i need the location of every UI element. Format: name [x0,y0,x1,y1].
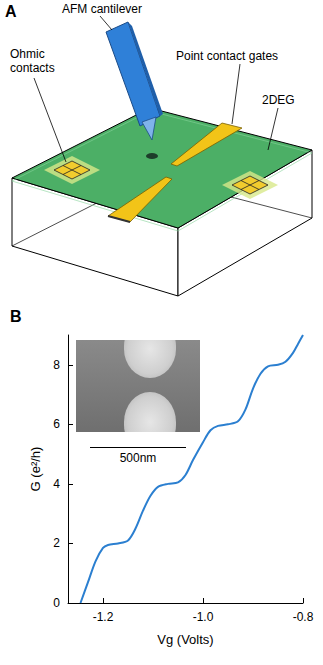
svg-text:8: 8 [53,358,60,372]
svg-text:2: 2 [53,536,60,550]
svg-text:2DEG: 2DEG [262,93,295,107]
svg-text:-1.0: -1.0 [193,610,214,624]
html-text:500nm: 500nm [119,451,157,465]
svg-text:contacts: contacts [10,61,55,75]
svg-text:-0.8: -0.8 [293,610,314,624]
svg-text:B: B [10,308,22,325]
svg-text:AFM cantilever: AFM cantilever [62,2,142,16]
svg-text:G (e²/h): G (e²/h) [28,447,43,492]
svg-text:-1.2: -1.2 [93,610,114,624]
svg-text:Point contact gates: Point contact gates [176,49,278,63]
svg-text:A: A [5,3,17,20]
svg-text:4: 4 [53,477,60,491]
svg-text:0: 0 [53,596,60,610]
svg-text:Vg (Volts): Vg (Volts) [157,632,213,647]
svg-text:6: 6 [53,417,60,431]
svg-text:Ohmic: Ohmic [10,47,45,61]
